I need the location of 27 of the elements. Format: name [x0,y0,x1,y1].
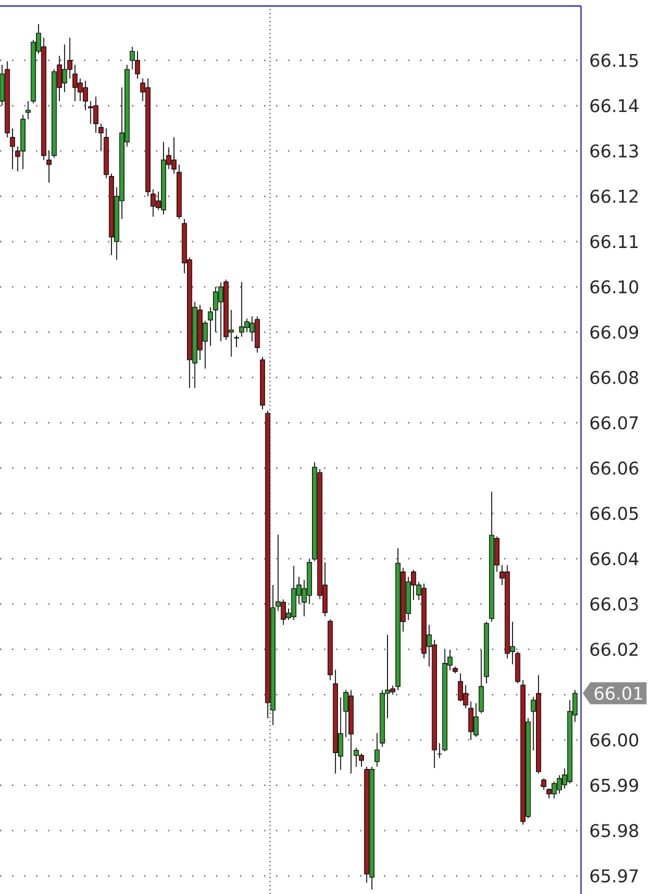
y-tick-label: 66.00 [590,733,638,747]
y-tick-label: 66.05 [590,506,638,520]
candlestick [10,128,16,170]
y-tick-label: 66.13 [590,144,638,158]
candlestick [26,100,31,120]
y-tick-label: 66.12 [590,190,638,203]
y-tick-label: 66.11 [590,234,638,248]
y-tick-label: 65.99 [590,778,638,792]
y-tick-label: 66.04 [590,552,638,566]
y-tick-label: 66.02 [590,642,638,656]
candlestick [46,150,52,184]
y-tick-label: 66.10 [590,280,638,294]
y-tick-label: 66.15 [590,54,638,67]
y-tick-label: 66.06 [590,462,638,475]
candlestick [208,306,213,346]
text: 66.01 [594,686,642,700]
candlestick [98,123,104,152]
y-tick-label: 65.98 [590,824,638,838]
candlestick [234,334,239,348]
candlestick [374,732,380,768]
y-tick-label: 66.14 [590,99,638,112]
candlestick [541,778,546,790]
y-tick-label: 65.97 [590,869,638,882]
y-tick-label: 66.07 [590,416,638,430]
y-tick-label: 66.03 [590,597,638,611]
y-tick-label: 66.09 [590,326,638,339]
y-tick-label: 66.08 [590,370,638,384]
